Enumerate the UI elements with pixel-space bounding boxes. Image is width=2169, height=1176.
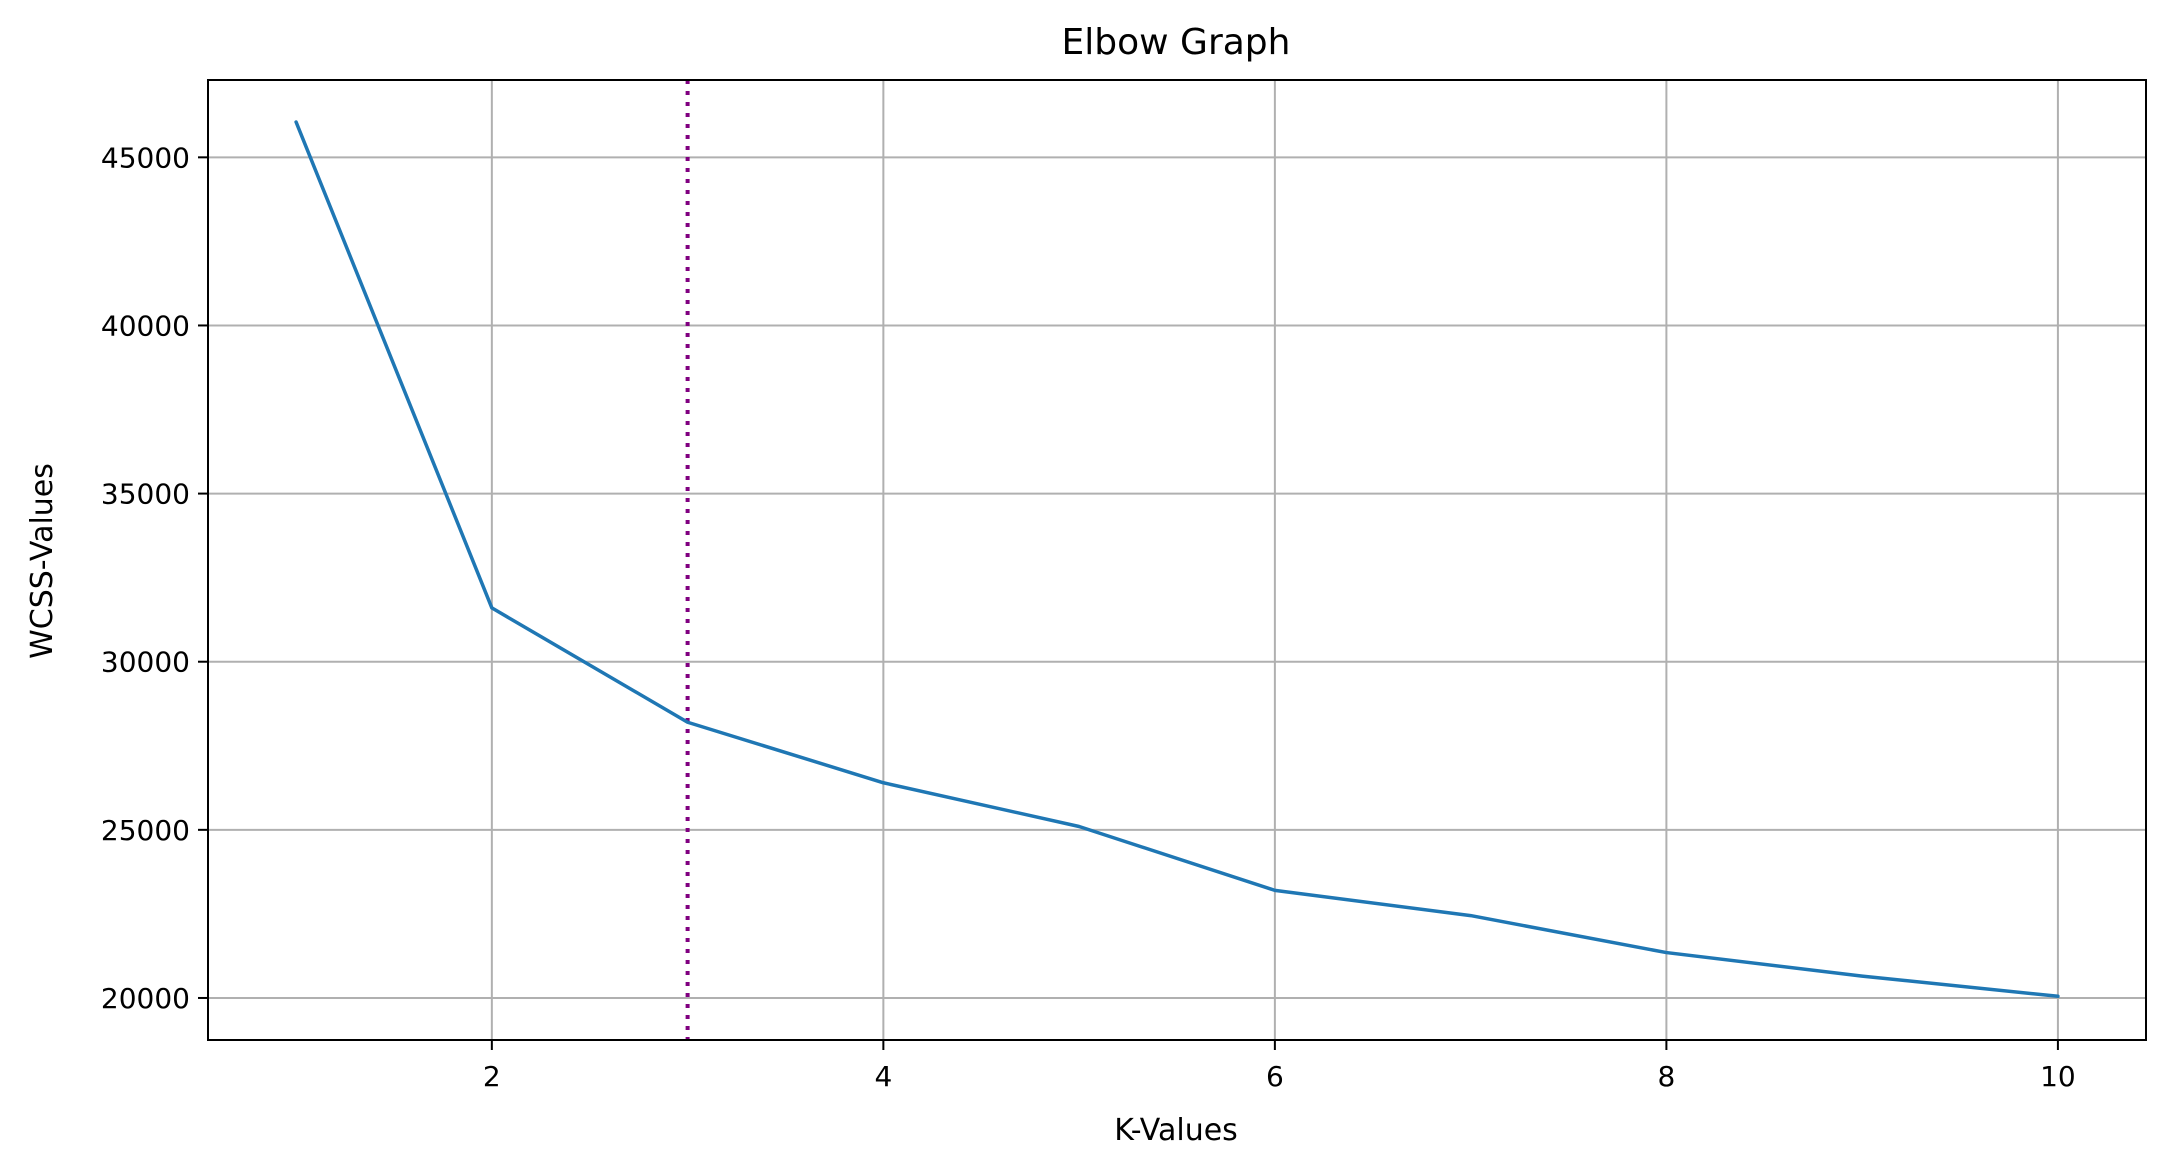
y-axis-label: WCSS-Values bbox=[25, 463, 60, 659]
y-tick-label: 25000 bbox=[101, 814, 190, 847]
y-tick-label: 30000 bbox=[101, 646, 190, 679]
y-tick-label: 45000 bbox=[101, 141, 190, 174]
series-line-wcss bbox=[296, 122, 2058, 996]
chart-title: Elbow Graph bbox=[1062, 22, 1291, 63]
plot-area-frame bbox=[208, 80, 2146, 1040]
x-tick-label: 2 bbox=[483, 1060, 501, 1093]
x-tick-label: 10 bbox=[2040, 1060, 2076, 1093]
tick-layer: 2 4 6 8 10 20000 25000 30000 35000 40000 45000 bbox=[101, 141, 2076, 1093]
x-tick-label: 6 bbox=[1266, 1060, 1284, 1093]
data-layer bbox=[296, 80, 2058, 1040]
x-axis-label: K-Values bbox=[1114, 1113, 1238, 1148]
y-tick-label: 35000 bbox=[101, 478, 190, 511]
y-tick-label: 40000 bbox=[101, 309, 190, 342]
y-tick-label: 20000 bbox=[101, 982, 190, 1015]
x-tick-label: 4 bbox=[874, 1060, 892, 1093]
x-tick-label: 8 bbox=[1657, 1060, 1675, 1093]
grid-layer bbox=[208, 80, 2146, 1040]
